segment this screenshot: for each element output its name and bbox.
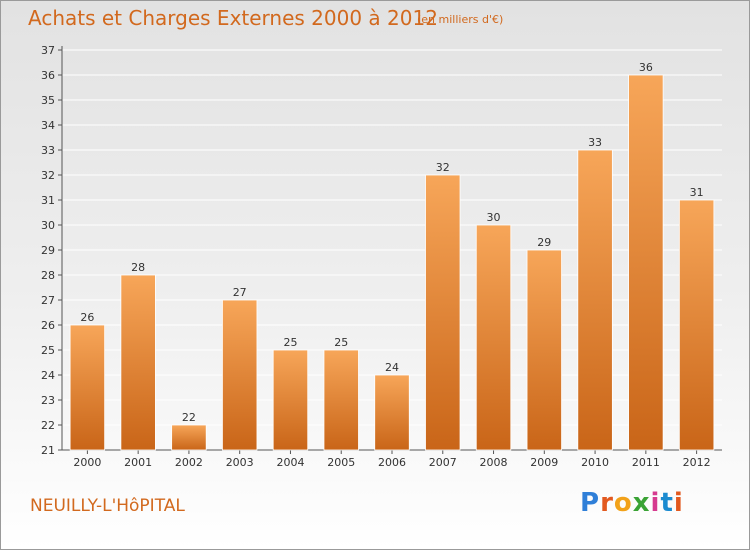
logo-letter: t [660,488,674,518]
data-label: 31 [690,186,704,199]
proxiti-logo[interactable]: Proxiti [580,488,684,518]
data-label: 27 [233,286,247,299]
x-tick-label: 2009 [530,456,558,469]
y-tick-label: 26 [41,319,55,332]
bar-2002 [171,424,207,451]
y-tick-label: 28 [41,269,55,282]
y-tick-label: 33 [41,144,55,157]
chart-subtitle: (en milliers d'€) [417,13,504,26]
data-label: 28 [131,261,145,274]
y-tick-label: 22 [41,419,55,432]
bar-2006 [374,374,410,451]
bar-2000 [69,324,106,451]
bar-2004 [272,349,309,451]
bar-2003 [222,299,258,451]
bar-2007 [425,174,461,451]
x-tick-label: 2010 [581,456,609,469]
bar-2011 [628,74,664,451]
x-tick-label: 2005 [327,456,355,469]
x-tick-label: 2012 [683,456,711,469]
bar-2008 [475,224,512,451]
y-tick-label: 21 [41,444,55,457]
bar-2005 [323,349,359,451]
logo-letter: r [600,488,614,518]
data-label: 32 [436,161,450,174]
x-tick-label: 2003 [226,456,254,469]
logo-letter: P [580,488,601,518]
y-tick-label: 25 [41,344,55,357]
y-tick-label: 37 [41,44,55,57]
y-tick-label: 23 [41,394,55,407]
y-tick-label: 35 [41,94,55,107]
bars [69,74,715,451]
logo-letter: i [650,488,661,518]
data-label: 25 [283,336,297,349]
y-tick-label: 29 [41,244,55,257]
labels: 21 22 23 24 25 26 27 28 29 30 31 32 33 34 35 36 37 26 2000… [41,44,711,469]
y-tick-label: 32 [41,169,55,182]
x-tick-label: 2002 [175,456,203,469]
y-tick-label: 30 [41,219,55,232]
place-name: NEUILLY-L'HôPITAL [30,496,185,516]
y-tick-label: 24 [41,369,55,382]
y-tick-label: 36 [41,69,55,82]
y-tick-label: 34 [41,119,55,132]
logo-letter: x [632,488,651,518]
x-tick-label: 2001 [124,456,152,469]
y-tick-label: 31 [41,194,55,207]
data-label: 26 [80,311,94,324]
bar-2001 [120,274,156,451]
data-label: 25 [334,336,348,349]
data-label: 33 [588,136,602,149]
data-label: 30 [487,211,501,224]
data-label: 29 [537,236,551,249]
x-tick-label: 2008 [480,456,508,469]
bar-2009 [526,249,562,451]
x-tick-label: 2004 [276,456,304,469]
data-label: 24 [385,361,399,374]
data-label: 36 [639,61,653,74]
y-tick-label: 27 [41,294,55,307]
logo-letter: i [673,488,684,518]
bar-2012 [678,199,715,451]
logo-letter: o [613,488,633,518]
x-tick-label: 2007 [429,456,457,469]
data-label: 22 [182,411,196,424]
x-tick-label: 2000 [73,456,101,469]
chart-title: Achats et Charges Externes 2000 à 2012 [28,6,438,30]
x-tick-label: 2006 [378,456,406,469]
bar-2010 [577,149,613,451]
x-tick-label: 2011 [632,456,660,469]
